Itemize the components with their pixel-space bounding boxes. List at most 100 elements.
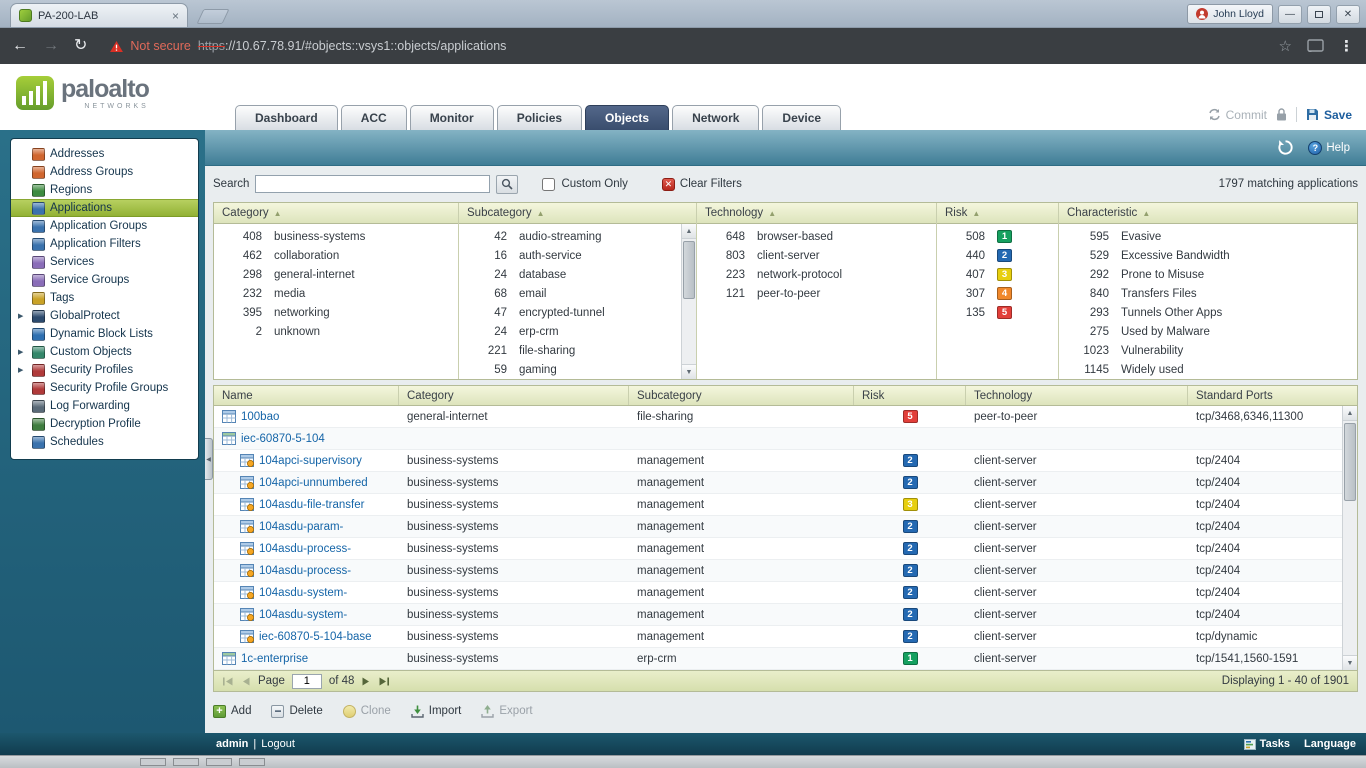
- tab-monitor[interactable]: Monitor: [410, 105, 494, 130]
- scroll-thumb[interactable]: [1344, 423, 1356, 501]
- application-link[interactable]: 100bao: [241, 411, 279, 423]
- minimize-button[interactable]: —: [1278, 5, 1302, 24]
- filter-item[interactable]: 2unknown: [214, 322, 458, 341]
- filter-item[interactable]: 1145Widely used: [1059, 360, 1357, 379]
- filter-header-characteristic[interactable]: Characteristic▲: [1059, 203, 1357, 224]
- last-page-button[interactable]: [378, 677, 390, 686]
- sidebar-item-security-profiles[interactable]: ▶Security Profiles: [11, 361, 198, 379]
- application-link[interactable]: 104asdu-process-: [259, 543, 351, 555]
- column-header-standard-ports[interactable]: Standard Ports: [1188, 386, 1357, 405]
- table-row[interactable]: 104asdu-param-business-systemsmanagement…: [214, 516, 1357, 538]
- next-page-button[interactable]: [361, 677, 371, 686]
- tab-dashboard[interactable]: Dashboard: [235, 105, 338, 130]
- table-row[interactable]: iec-60870-5-104: [214, 428, 1357, 450]
- filter-item[interactable]: 223network-protocol: [697, 265, 936, 284]
- sidebar-item-service-groups[interactable]: Service Groups: [11, 271, 198, 289]
- forward-icon[interactable]: →: [43, 38, 59, 54]
- browser-profile-button[interactable]: John Lloyd: [1187, 4, 1273, 24]
- expand-arrow-icon[interactable]: ▶: [18, 312, 27, 320]
- back-icon[interactable]: ←: [12, 38, 28, 54]
- table-row[interactable]: 104asdu-file-transferbusiness-systemsman…: [214, 494, 1357, 516]
- scroll-up-icon[interactable]: ▲: [682, 224, 696, 239]
- tab-policies[interactable]: Policies: [497, 105, 582, 130]
- application-link[interactable]: iec-60870-5-104-base: [259, 631, 372, 643]
- application-link[interactable]: 1c-enterprise: [241, 653, 308, 665]
- url-field[interactable]: Not secure https://10.67.78.91/#objects:…: [102, 39, 1263, 53]
- sidebar-item-address-groups[interactable]: Address Groups: [11, 163, 198, 181]
- sidebar-item-application-filters[interactable]: Application Filters: [11, 235, 198, 253]
- sidebar-item-custom-objects[interactable]: ▶Custom Objects: [11, 343, 198, 361]
- save-button[interactable]: Save: [1306, 108, 1352, 122]
- filter-item[interactable]: 24erp-crm: [459, 322, 696, 341]
- prev-page-button[interactable]: [241, 677, 251, 686]
- table-row[interactable]: 104asdu-system-business-systemsmanagemen…: [214, 604, 1357, 626]
- taskbar-button[interactable]: [140, 758, 166, 766]
- filter-header-risk[interactable]: Risk▲: [937, 203, 1058, 224]
- column-header-risk[interactable]: Risk: [854, 386, 966, 405]
- close-button[interactable]: ✕: [1336, 5, 1360, 24]
- table-row[interactable]: 1c-enterprisebusiness-systemserp-crm1cli…: [214, 648, 1357, 670]
- browser-tab[interactable]: PA-200-LAB ×: [10, 3, 188, 27]
- column-header-subcategory[interactable]: Subcategory: [629, 386, 854, 405]
- filter-item[interactable]: 840Transfers Files: [1059, 284, 1357, 303]
- sidebar-item-application-groups[interactable]: Application Groups: [11, 217, 198, 235]
- help-button[interactable]: ? Help: [1308, 141, 1350, 155]
- filter-item[interactable]: 221file-sharing: [459, 341, 696, 360]
- tasks-button[interactable]: Tasks: [1244, 738, 1290, 750]
- table-row[interactable]: iec-60870-5-104-basebusiness-systemsmana…: [214, 626, 1357, 648]
- cast-icon[interactable]: [1307, 39, 1324, 53]
- refresh-icon[interactable]: [1277, 139, 1294, 156]
- filter-item[interactable]: 395networking: [214, 303, 458, 322]
- filter-item[interactable]: 42audio-streaming: [459, 227, 696, 246]
- sidebar-item-schedules[interactable]: Schedules: [11, 433, 198, 451]
- filter-item[interactable]: 121peer-to-peer: [697, 284, 936, 303]
- column-header-technology[interactable]: Technology: [966, 386, 1188, 405]
- new-tab-button[interactable]: [197, 9, 230, 24]
- sidebar-item-services[interactable]: Services: [11, 253, 198, 271]
- filter-item[interactable]: 293Tunnels Other Apps: [1059, 303, 1357, 322]
- filter-item[interactable]: 275Used by Malware: [1059, 322, 1357, 341]
- sidebar-item-decryption-profile[interactable]: Decryption Profile: [11, 415, 198, 433]
- scroll-down-icon[interactable]: ▼: [682, 364, 696, 379]
- scroll-up-icon[interactable]: ▲: [1343, 406, 1357, 421]
- reload-icon[interactable]: ↻: [74, 38, 87, 54]
- application-link[interactable]: 104asdu-system-: [259, 609, 347, 621]
- taskbar-button[interactable]: [206, 758, 232, 766]
- filter-item[interactable]: 595Evasive: [1059, 227, 1357, 246]
- filter-header-technology[interactable]: Technology▲: [697, 203, 936, 224]
- tab-close-icon[interactable]: ×: [172, 10, 179, 22]
- sidebar-collapse-handle[interactable]: ◀: [205, 438, 213, 480]
- filter-item[interactable]: 648browser-based: [697, 227, 936, 246]
- filter-item[interactable]: 292Prone to Misuse: [1059, 265, 1357, 284]
- filter-item[interactable]: 5081: [937, 227, 1058, 246]
- clear-filters-button[interactable]: ✕ Clear Filters: [662, 178, 742, 191]
- bookmark-star-icon[interactable]: ☆: [1279, 37, 1292, 55]
- table-row[interactable]: 100baogeneral-internetfile-sharing5peer-…: [214, 406, 1357, 428]
- filter-item[interactable]: 232media: [214, 284, 458, 303]
- filter-item[interactable]: 298general-internet: [214, 265, 458, 284]
- filter-item[interactable]: 3074: [937, 284, 1058, 303]
- language-button[interactable]: Language: [1304, 738, 1356, 750]
- taskbar-button[interactable]: [239, 758, 265, 766]
- table-row[interactable]: 104asdu-process-business-systemsmanageme…: [214, 560, 1357, 582]
- delete-button[interactable]: − Delete: [271, 705, 322, 718]
- commit-button[interactable]: Commit: [1208, 108, 1267, 122]
- filter-item[interactable]: 408business-systems: [214, 227, 458, 246]
- import-button[interactable]: Import: [411, 705, 462, 718]
- sidebar-item-addresses[interactable]: Addresses: [11, 145, 198, 163]
- application-link[interactable]: 104apci-supervisory: [259, 455, 362, 467]
- add-button[interactable]: + Add: [213, 705, 251, 718]
- filter-item[interactable]: 4073: [937, 265, 1058, 284]
- table-row[interactable]: 104asdu-process-business-systemsmanageme…: [214, 538, 1357, 560]
- sidebar-item-dynamic-block-lists[interactable]: Dynamic Block Lists: [11, 325, 198, 343]
- tab-objects[interactable]: Objects: [585, 105, 669, 130]
- filter-item[interactable]: 462collaboration: [214, 246, 458, 265]
- filter-item[interactable]: 68email: [459, 284, 696, 303]
- sidebar-item-regions[interactable]: Regions: [11, 181, 198, 199]
- filter-header-category[interactable]: Category▲: [214, 203, 458, 224]
- filter-item[interactable]: 16auth-service: [459, 246, 696, 265]
- filter-header-subcategory[interactable]: Subcategory▲: [459, 203, 696, 224]
- application-link[interactable]: iec-60870-5-104: [241, 433, 325, 445]
- scroll-thumb[interactable]: [683, 241, 695, 299]
- tab-device[interactable]: Device: [762, 105, 841, 130]
